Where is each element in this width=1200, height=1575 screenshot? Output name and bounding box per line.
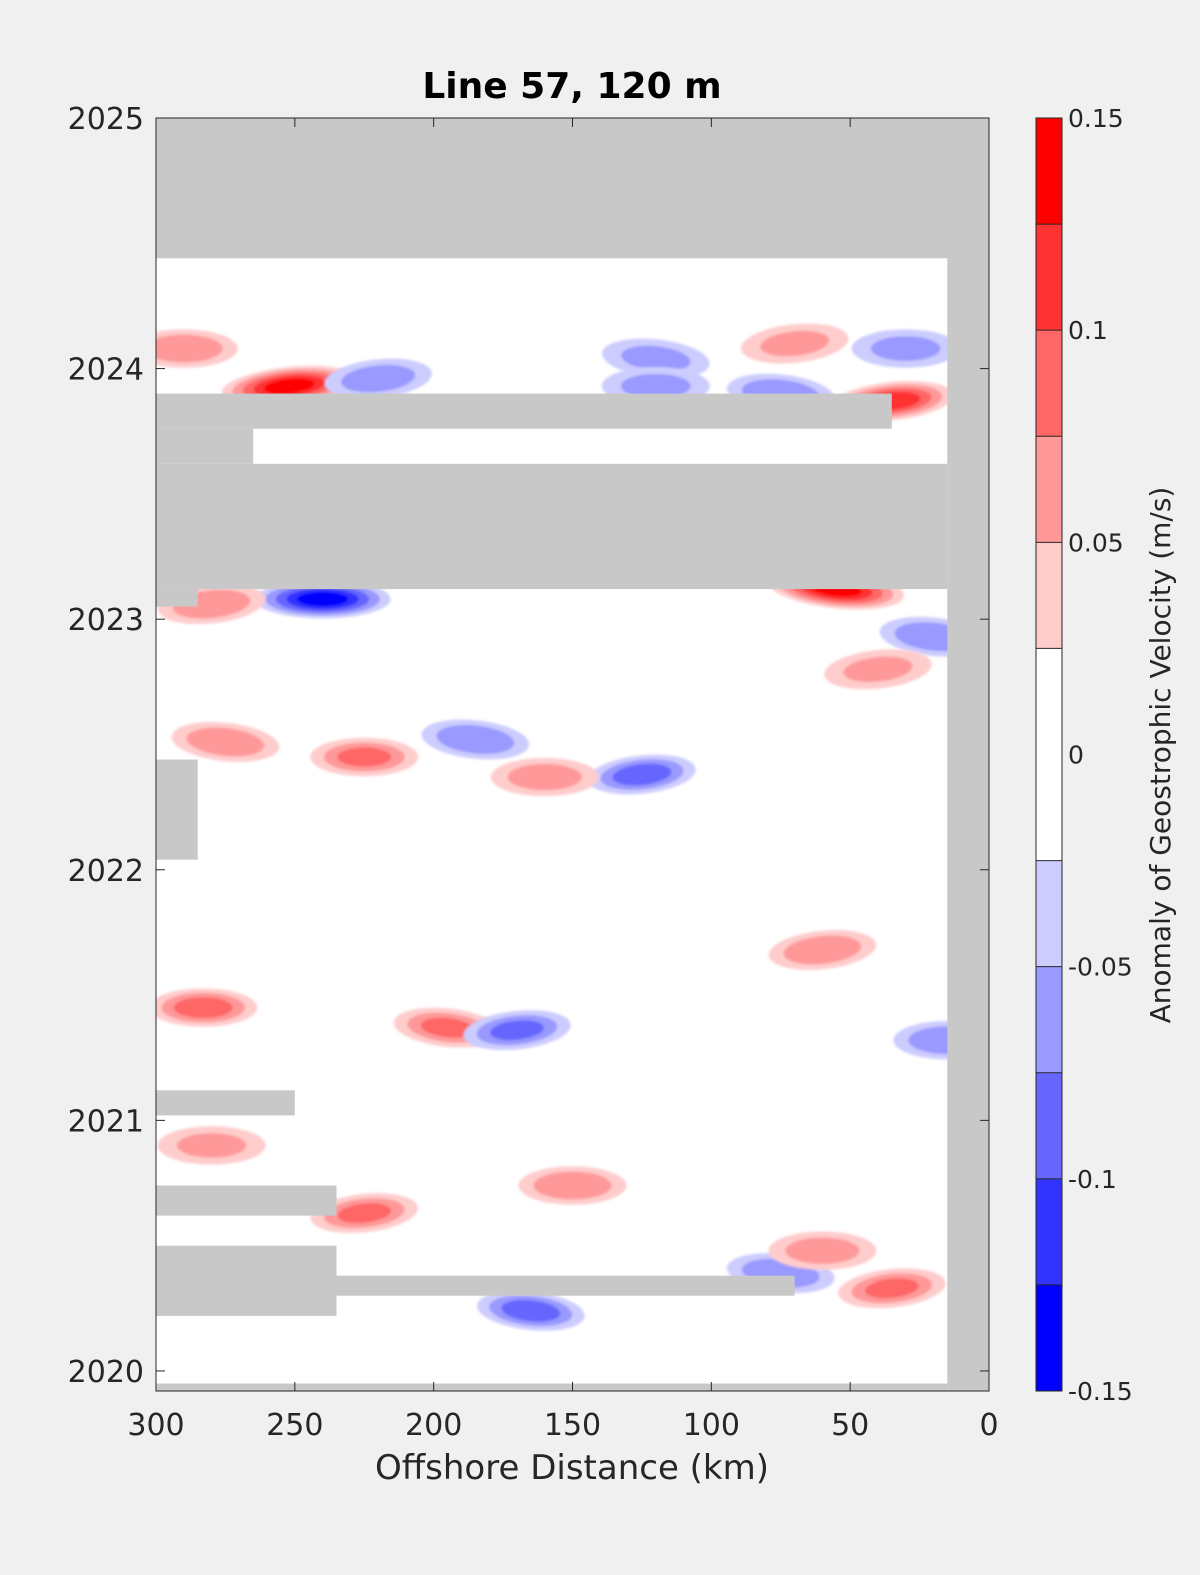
colorbar-segment [1036,648,1062,861]
colorbar-segment [1036,542,1062,649]
x-tick-label: 300 [127,1408,184,1443]
y-tick-label: 2022 [68,854,144,889]
anomaly-blob [324,358,432,399]
anomaly-band [263,378,315,394]
y-tick-label: 2025 [68,102,144,137]
colorbar-segment [1036,1178,1062,1285]
anomaly-band [420,1017,475,1038]
anomaly-blob [463,1010,571,1051]
nodata-region [156,463,948,590]
colorbar-segment [1036,118,1062,225]
anomaly-band [297,591,349,607]
anomaly-band [337,747,392,767]
x-axis: 300 250 200 150 100 50 0 [127,118,999,1443]
anomaly-band [173,997,233,1019]
nodata-region [156,428,254,464]
y-tick-label: 2024 [68,353,144,388]
y-tick-label: 2020 [68,1355,144,1390]
anomaly-band [871,336,941,361]
colorbar-segment [1036,436,1062,543]
nodata-region [156,589,198,607]
colorbar-tick-label: 0.15 [1068,104,1124,133]
anomaly-band [621,373,691,399]
anomaly-band [337,1203,392,1224]
y-tick-label: 2023 [68,603,144,638]
anomaly-blob [157,1126,266,1165]
anomaly-blob [588,754,696,795]
nodata-region [156,118,989,259]
colorbar-tick-label: -0.15 [1068,1377,1133,1406]
anomaly-blob [838,1268,946,1309]
colorbar-segment [1036,1072,1062,1179]
anomaly-band [156,334,223,363]
colorbar-segment [1036,224,1062,331]
colorbar-tick-label: 0.05 [1068,528,1124,557]
anomaly-blob [518,1166,627,1205]
anomaly-blob [254,579,391,619]
x-tick-label: 200 [405,1408,462,1443]
anomaly-band [507,763,582,791]
anomaly-blob [477,1290,585,1331]
chart-title: Line 57, 120 m [422,66,721,107]
anomaly-band [612,763,672,786]
y-axis: 2020 2021 2022 2023 2024 2025 [68,102,989,1390]
anomaly-blob [602,338,710,379]
anomaly-blob [310,737,419,777]
anomaly-band [783,935,862,965]
anomaly-blob [310,1193,418,1233]
colorbar-tick-label: -0.05 [1068,953,1133,982]
anomaly-blob [171,722,280,762]
nodata-region [156,393,892,429]
anomaly-band [843,656,913,683]
anomaly-blob [851,329,960,368]
nodata-layer [156,118,989,1391]
nodata-region [156,759,198,860]
colorbar: 0.15 0.1 0.05 0 -0.05 -0.1 -0.15 [1035,104,1133,1406]
colorbar-segment [1036,1284,1062,1391]
anomaly-blob [421,719,530,760]
anomaly-band [436,725,515,754]
nodata-region [156,1185,337,1216]
nodata-region [947,118,989,1391]
x-tick-label: 100 [683,1408,740,1443]
x-axis-label: Offshore Distance (km) [375,1448,769,1488]
anomaly-band [760,330,830,357]
colorbar-tick-label: 0.1 [1068,316,1108,345]
anomaly-band [341,364,416,393]
anomaly-band [176,1133,247,1158]
colorbar-tick-label: -0.1 [1068,1165,1117,1194]
nodata-region [156,1090,295,1116]
anomaly-blob [156,988,258,1027]
x-tick-label: 50 [831,1408,869,1443]
anomaly-blob [768,930,877,970]
anomaly-blob [768,1231,877,1270]
x-tick-label: 250 [266,1408,323,1443]
anomaly-blob [740,323,849,364]
colorbar-frame [1035,117,1063,1392]
anomaly-band [186,727,265,757]
anomaly-band [533,1171,612,1200]
anomaly-band [864,1278,919,1299]
anomaly-band [490,1020,544,1041]
colorbar-label: Anomaly of Geostrophic Velocity (m/s) [1144,487,1177,1024]
y-tick-label: 2021 [68,1104,144,1139]
colorbar-segment [1036,860,1062,967]
x-tick-label: 150 [544,1408,601,1443]
anomaly-band [785,1237,860,1264]
anomaly-band [501,1299,561,1322]
colorbar-tick-label: 0 [1068,741,1084,770]
nodata-region [156,1245,337,1316]
anomaly-blob [156,329,238,368]
nodata-region [156,1383,948,1391]
colorbar-segment [1036,966,1062,1073]
anomaly-blob [824,649,932,690]
anomaly-band [621,345,691,372]
x-tick-label: 0 [979,1408,998,1443]
anomaly-blob [490,757,599,797]
colorbar-segment [1036,330,1062,437]
